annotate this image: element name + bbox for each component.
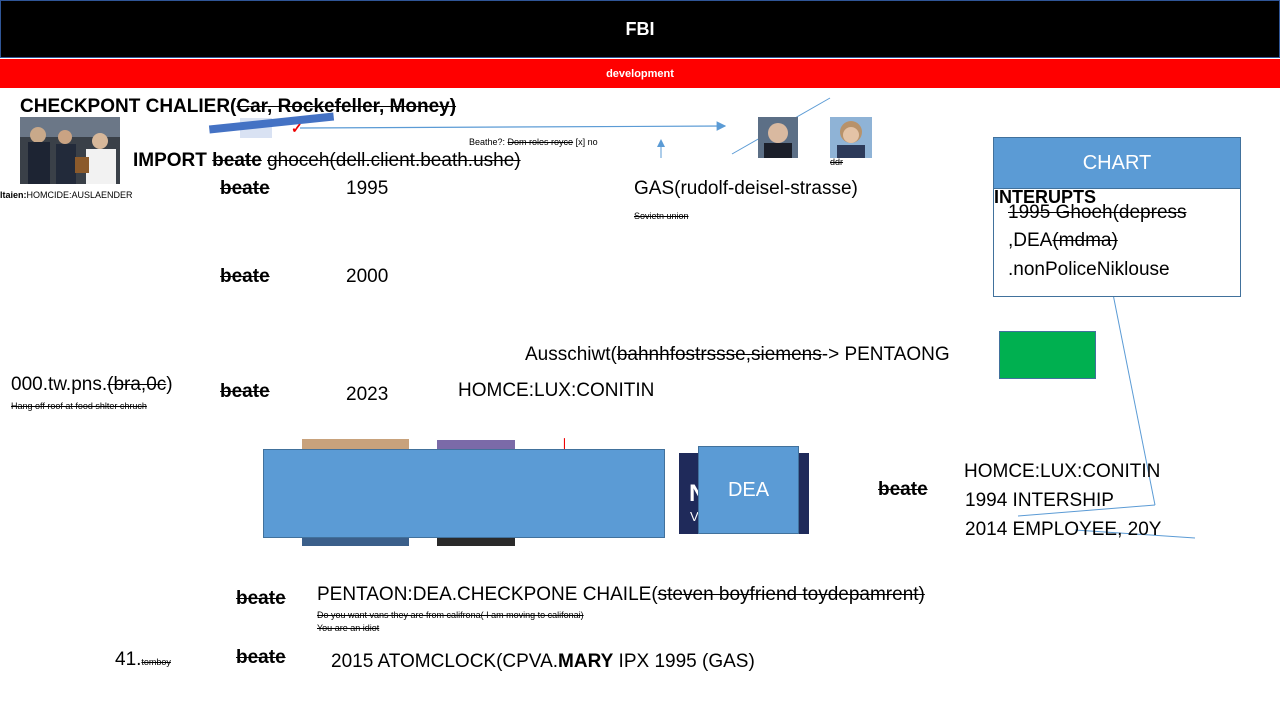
pentaon-line: PENTAON:DEA.CHECKPONE CHAILE(steven boyf… (317, 584, 925, 605)
num-41: 41.tomboy (115, 649, 171, 670)
photo-woman (830, 117, 872, 158)
right-employee: 2014 EMPLOYEE, 20Y (965, 519, 1162, 540)
green-box (999, 331, 1096, 379)
ddr-note: ddr (830, 157, 844, 167)
chart-header: CHART (994, 138, 1240, 189)
dea-label: DEA (727, 478, 770, 501)
interupts-label: INTERUPTS (994, 187, 1097, 207)
photo-caption: ltaien:HOMCIDE:AUSLAENDER (0, 190, 133, 200)
soviet-note: Sovietn union (634, 211, 689, 221)
timeline-year-2023: 2023 (346, 384, 389, 405)
import-line: IMPORT beate ghoceh(dell.client.beath.us… (133, 150, 521, 171)
dea-box: DEA (698, 446, 799, 534)
chart-line-3: .nonPoliceNiklouse (1008, 259, 1170, 280)
right-beate: beate (878, 479, 928, 500)
tw-label: 000.tw.pns.(bra,0c) (11, 374, 173, 395)
photo-pope-police (20, 117, 120, 184)
timeline-name-2023: beate (220, 381, 270, 402)
arrow-to-photos (299, 121, 727, 131)
bottom-note-2: You are an idiot (317, 623, 380, 633)
subtitle-bar: development (0, 59, 1280, 88)
bottom-note-1: Do you want vans they are from califrona… (317, 610, 584, 620)
title-bar: FBI (0, 0, 1280, 58)
right-intership: 1994 INTERSHIP (965, 490, 1114, 511)
checkpoint-heading: CHECKPONT CHALIER(Car, Rockefeller, Mone… (20, 96, 457, 117)
timeline-year-1995: 1995 (346, 178, 389, 199)
chart-line-2: ,DEA(mdma) (1008, 230, 1118, 251)
homce-center: HOMCE:LUX:CONITIN (458, 380, 655, 401)
beathe-note: Beathe?: Dom roles royce [x] no (469, 137, 598, 147)
timeline-year-2000: 2000 (346, 266, 389, 287)
red-logo-icon: ✓ (291, 120, 303, 136)
page-title: FBI (625, 18, 655, 39)
bottom-beate-2: beate (236, 647, 286, 668)
bottom-beate-1: beate (236, 588, 286, 609)
timeline-name-1995: beate (220, 178, 270, 199)
chart-line-1: 1995 Ghoeh(depress (1008, 202, 1187, 223)
timeline-name-2000: beate (220, 266, 270, 287)
gas-label: GAS(rudolf-deisel-strasse) (634, 178, 858, 199)
line-under-employee (1074, 529, 1196, 539)
right-homce: HOMCE:LUX:CONITIN (964, 461, 1161, 482)
line-employee (1017, 504, 1156, 517)
ausschiwt-line: Ausschiwt(bahnhfostrssse,siemens-> PENTA… (525, 344, 950, 365)
photo-man (758, 117, 798, 158)
blue-overlay-box (263, 449, 665, 538)
tw-note: Hang off roof at food shlter chruch (11, 401, 147, 411)
chart-panel: CHART (993, 137, 1241, 297)
red-mark-icon: ❘ (559, 436, 570, 451)
atomclock-line: 2015 ATOMCLOCK(CPVA.MARY IPX 1995 (GAS) (331, 651, 755, 672)
page-subtitle: development (606, 67, 674, 80)
navy-letter-small: V (690, 509, 699, 524)
arrow-to-chart (1109, 288, 1156, 506)
